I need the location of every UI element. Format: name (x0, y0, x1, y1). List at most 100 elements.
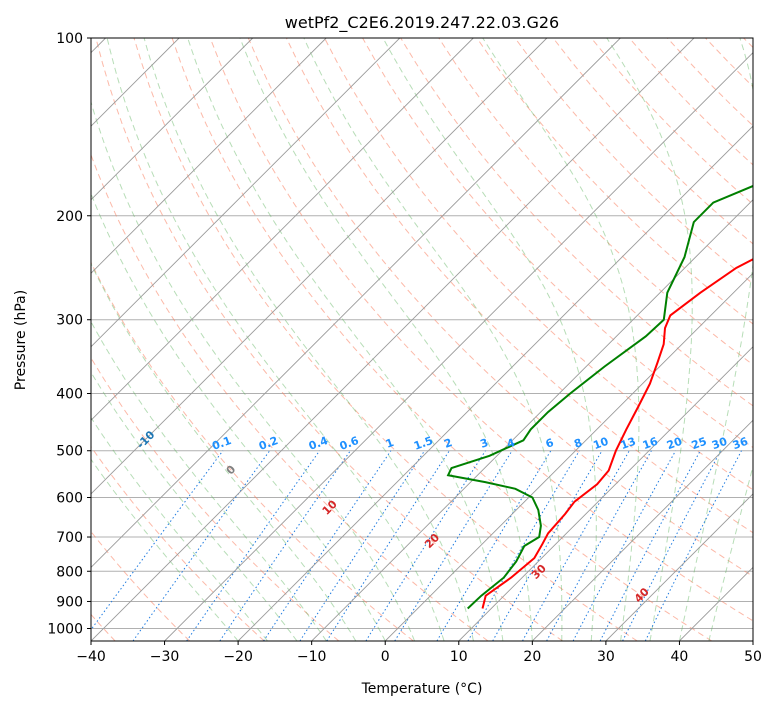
moist-adiabat (383, 38, 596, 641)
mixing-ratio-line (220, 451, 351, 641)
x-tick-label: −10 (297, 649, 327, 665)
moist-adiabat (607, 38, 692, 641)
dry-adiabat (58, 38, 488, 641)
y-tick-label: 800 (56, 564, 83, 580)
dry-adiabat (591, 38, 775, 641)
mixing-ratio-line (600, 451, 700, 641)
axis-ticks: 1002003004005006007008009001000−40−30−20… (47, 31, 762, 665)
dry-adiabat-label: 30 (529, 562, 549, 582)
skewed-isotherm (91, 38, 694, 641)
skewed-isotherm (753, 38, 775, 641)
skewed-isotherm (532, 38, 775, 641)
x-tick-label: −40 (76, 649, 106, 665)
mixing-ratio-line (547, 451, 652, 641)
moist-adiabat (0, 38, 326, 641)
skewed-isotherms (0, 38, 775, 641)
y-axis-label: Pressure (hPa) (13, 290, 29, 390)
mixing-ratio-line (437, 451, 551, 641)
moist-adiabat (0, 38, 238, 641)
mixing-ratio-lines (83, 451, 742, 641)
mixing-ratio-line (523, 451, 630, 641)
dry-adiabat (286, 38, 775, 641)
dry-adiabat-label: 10 (320, 497, 340, 517)
skewed-isotherm (17, 38, 620, 641)
plot-area: 0.10.20.40.611.52346810131620253036-100-… (0, 33, 775, 641)
mixing-ratio-label: 6 (544, 436, 556, 451)
mixing-ratio-label: 1.5 (412, 434, 435, 453)
y-tick-label: 900 (56, 594, 83, 610)
mixing-ratio-label: 0.1 (210, 434, 233, 453)
chart-title: wetPf2_C2E6.2019.247.22.03.G26 (285, 13, 559, 33)
moist-adiabat (188, 38, 503, 641)
mixing-ratio-line (83, 451, 223, 641)
mixing-ratio-label: 30 (710, 435, 729, 453)
moist-adiabat (0, 38, 297, 641)
y-tick-label: 700 (56, 530, 83, 546)
moist-adiabat (709, 38, 775, 641)
y-tick-label: 400 (56, 387, 83, 403)
x-tick-label: 10 (450, 649, 468, 665)
skewed-isotherm (0, 38, 326, 641)
x-tick-label: 0 (381, 649, 390, 665)
skewed-isotherm (679, 38, 775, 641)
y-tick-label: 600 (56, 490, 83, 506)
x-tick-label: −30 (150, 649, 180, 665)
x-tick-label: 20 (523, 649, 541, 665)
dry-adiabat-label: 40 (632, 585, 652, 605)
skewed-isotherm (0, 38, 400, 641)
x-tick-label: 50 (744, 649, 762, 665)
mixing-ratio-label: 36 (731, 435, 750, 453)
x-axis-label: Temperature (°C) (361, 681, 483, 697)
moist-adiabat (23, 38, 356, 641)
dry-adiabat (0, 38, 339, 641)
moist-adiabat (304, 38, 562, 641)
mixing-ratio-label: 3 (478, 436, 490, 451)
dry-adiabat (515, 38, 775, 641)
y-tick-label: 200 (56, 209, 83, 225)
mixing-ratio-line (264, 451, 391, 641)
skewed-isotherm (0, 38, 547, 641)
mixing-ratio-line (573, 451, 676, 641)
x-tick-label: −20 (223, 649, 253, 665)
moist-adiabat (240, 38, 532, 641)
skewed-isotherm (459, 38, 775, 641)
mixing-ratio-label: 2 (442, 436, 454, 451)
dry-adiabats (0, 38, 775, 641)
dry-adiabat-label: -10 (134, 428, 157, 451)
y-tick-label: 500 (56, 444, 83, 460)
x-tick-label: 30 (597, 649, 615, 665)
dry-adiabat (96, 38, 563, 641)
dry-adiabat (744, 38, 775, 641)
temperature-profile (483, 38, 775, 609)
mixing-ratio-label: 25 (690, 435, 709, 452)
dry-adiabat-label: 0 (224, 463, 239, 478)
skewed-isotherm (385, 38, 775, 641)
moist-adiabat (107, 38, 444, 641)
mixing-ratio-line (300, 451, 425, 641)
y-tick-label: 300 (56, 313, 83, 329)
grid (91, 38, 753, 628)
dry-adiabat-label: 20 (422, 531, 442, 551)
dewpoint-profile (448, 38, 775, 609)
mixing-ratio-label: 0.6 (338, 434, 361, 453)
skewed-isotherm (0, 38, 253, 641)
dry-adiabat (439, 38, 775, 641)
x-tick-label: 40 (671, 649, 689, 665)
skewed-isotherm (165, 38, 768, 641)
mixing-ratio-label: 1 (384, 436, 396, 451)
moist-adiabats (0, 38, 775, 641)
mixing-ratio-label: 0.2 (257, 434, 280, 453)
plot-frame (91, 38, 753, 641)
dry-adiabat (134, 38, 637, 641)
mixing-ratio-label: 16 (641, 435, 660, 453)
dry-adiabat (667, 38, 775, 641)
y-tick-label: 1000 (47, 621, 83, 637)
dry-adiabat (706, 38, 775, 641)
mixing-ratio-label: 10 (591, 435, 610, 453)
sounding-series (448, 38, 775, 609)
mixing-ratio-line (645, 451, 741, 641)
y-tick-label: 100 (56, 31, 83, 47)
dry-adiabat (20, 38, 414, 641)
